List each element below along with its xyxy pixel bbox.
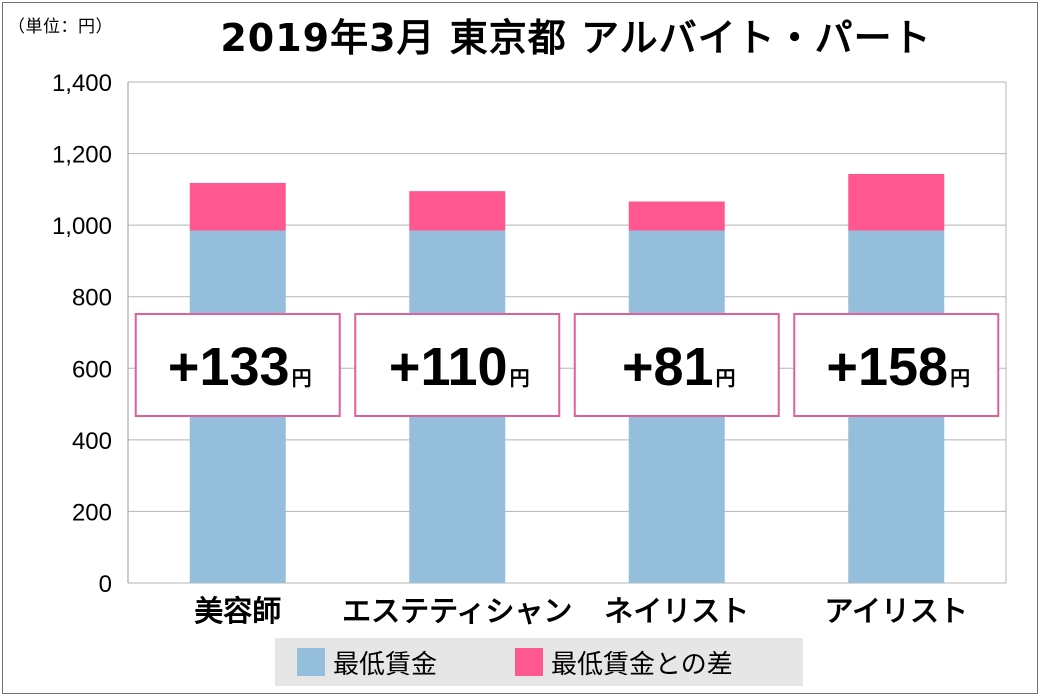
- chart-title: 2019年3月 東京都 アルバイト・パート: [220, 16, 932, 60]
- y-tick-label: 1,400: [52, 70, 112, 97]
- difference-unit: 円: [950, 366, 970, 390]
- difference-label: +110 円: [389, 337, 530, 397]
- unit-label: （単位：円）: [8, 17, 113, 37]
- legend-item-min-wage: 最低賃金: [297, 638, 437, 686]
- bar-difference: [189, 182, 286, 231]
- x-tick-label: アイリスト: [824, 594, 968, 628]
- difference-value: +81: [622, 337, 714, 397]
- difference-unit: 円: [510, 366, 530, 390]
- difference-value: +133: [168, 337, 290, 397]
- difference-label: +81 円: [622, 337, 736, 397]
- difference-box: [134, 313, 341, 417]
- difference-box: [573, 313, 780, 417]
- legend-swatch-difference: [515, 648, 543, 676]
- difference-value: +158: [826, 337, 948, 397]
- difference-label: +158 円: [826, 337, 970, 397]
- legend: 最低賃金 最低賃金との差: [275, 638, 803, 686]
- x-tick-label: エステティシャン: [342, 594, 572, 628]
- y-tick-label: 200: [72, 499, 112, 526]
- legend-label-min-wage: 最低賃金: [333, 649, 438, 680]
- y-tick-label: 800: [72, 285, 112, 312]
- difference-labels: +133 円 +110 円 +81 円 +158 円: [134, 313, 1000, 417]
- x-tick-label: 美容師: [194, 594, 281, 628]
- difference-unit: 円: [292, 366, 312, 390]
- y-tick-label: 1,000: [52, 213, 112, 240]
- y-axis-ticks: 0 200 400 600 800 1,000 1,200 1,400: [52, 70, 112, 598]
- x-tick-label: ネイリスト: [604, 594, 749, 628]
- legend-label-difference: 最低賃金との差: [551, 649, 733, 680]
- legend-item-difference: 最低賃金との差: [515, 638, 733, 686]
- y-tick-label: 1,200: [52, 142, 112, 169]
- difference-box: [354, 313, 561, 417]
- y-tick-label: 0: [99, 571, 112, 598]
- legend-swatch-min-wage: [297, 648, 325, 676]
- difference-unit: 円: [716, 366, 736, 390]
- bar-difference: [628, 201, 725, 231]
- y-tick-label: 600: [72, 356, 112, 383]
- x-axis-ticks: 美容師 エステティシャン ネイリスト アイリスト: [194, 594, 968, 628]
- bar-difference: [409, 191, 506, 231]
- difference-value: +110: [389, 337, 508, 397]
- difference-box: [793, 313, 1000, 417]
- difference-label: +133 円: [168, 337, 312, 397]
- bar-difference: [848, 173, 945, 231]
- y-tick-label: 400: [72, 428, 112, 455]
